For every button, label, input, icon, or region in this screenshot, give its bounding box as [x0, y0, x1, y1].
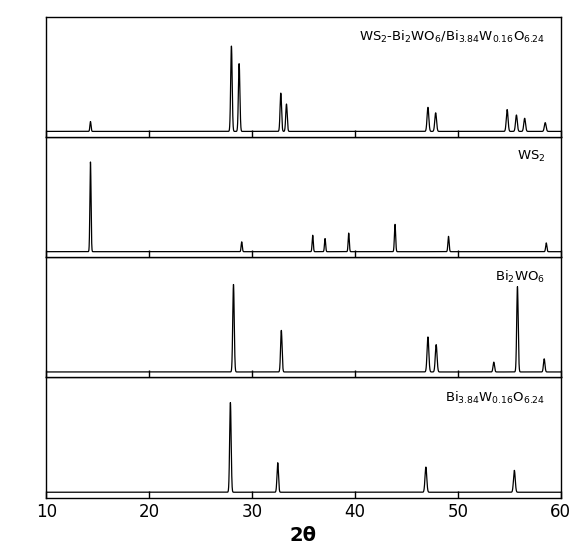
Text: Bi$_{3.84}$W$_{0.16}$O$_{6.24}$: Bi$_{3.84}$W$_{0.16}$O$_{6.24}$: [445, 389, 545, 405]
X-axis label: 2θ: 2θ: [290, 526, 317, 545]
Text: Bi$_2$WO$_6$: Bi$_2$WO$_6$: [495, 269, 545, 285]
Text: WS$_2$: WS$_2$: [517, 149, 545, 164]
Text: WS$_2$-Bi$_2$WO$_6$/Bi$_{3.84}$W$_{0.16}$O$_{6.24}$: WS$_2$-Bi$_2$WO$_6$/Bi$_{3.84}$W$_{0.16}…: [359, 29, 545, 45]
